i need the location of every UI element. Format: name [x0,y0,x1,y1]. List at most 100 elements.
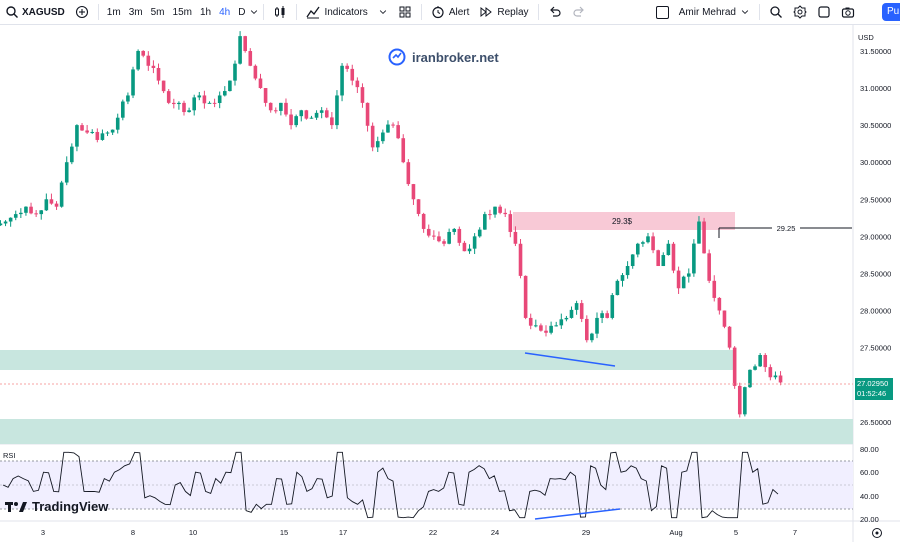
indicators-icon [306,6,320,19]
timeframe-3m[interactable]: 3m [128,6,143,18]
candle-body [299,110,304,117]
candle-body [712,280,717,298]
candle-body [126,95,130,102]
candle-body [447,231,451,244]
candle-body [121,101,125,118]
candle-body [85,130,89,133]
candle-body [732,347,737,386]
timeframe-1m[interactable]: 1m [106,6,121,18]
candle-body [416,199,421,214]
candle-body [630,254,635,267]
candle-body [579,303,584,319]
top-toolbar: XAGUSD 1m 3m 5m 15m 1h 4h D Indicators A… [0,0,900,25]
candle-body [778,375,783,383]
candle-body [488,214,492,216]
candle-body [615,280,620,296]
timeframe-D[interactable]: D [238,6,246,18]
rsi-line [2,451,779,519]
snapshot-button[interactable] [836,0,860,24]
candle-body [217,95,222,104]
candle-body [8,217,13,222]
candle-body [421,213,426,229]
candle-body [324,110,329,118]
candle-body [549,325,553,333]
symbol-name: XAGUSD [22,6,65,18]
layout-checkbox[interactable] [651,0,674,24]
toolbar-divider [296,4,298,20]
candle-body [309,117,314,119]
candle-body [75,125,79,147]
timeframe-1h[interactable]: 1h [199,6,212,18]
resistance-label: 29.25 [777,224,796,233]
fullscreen-button[interactable] [812,0,836,24]
quick-search-button[interactable] [764,0,788,24]
replay-label: Replay [497,6,529,18]
magnifier-icon [770,6,782,18]
candle-body [748,369,752,388]
candle-body [335,95,339,126]
timeframe-5m[interactable]: 5m [150,6,165,18]
candles-group [0,31,783,418]
candle-body [253,65,258,79]
candle-body [396,125,400,139]
candle-body [136,50,140,70]
time-axis-settings[interactable] [872,528,882,538]
rsi-label[interactable]: RSI [3,451,16,460]
settings-button[interactable] [788,0,812,24]
timeframe-15m[interactable]: 15m [172,6,192,18]
candle-body [24,206,28,213]
alert-button[interactable]: Alert [426,0,475,24]
replay-button[interactable]: Replay [474,0,533,24]
symbol-search[interactable]: XAGUSD [0,0,70,24]
rsi-axis-label: 20.00 [860,515,879,524]
candle-body [207,102,212,104]
candle-body [503,212,508,215]
candle-body [350,68,355,81]
candle-body [95,131,100,140]
candle-body [105,132,110,134]
chart-type-button[interactable] [268,0,292,24]
toolbar-divider [420,4,422,20]
chevron-down-icon[interactable] [249,7,259,17]
iranbroker-watermark: iranbroker.net [388,48,499,66]
candle-body [355,80,360,88]
candle-body [702,221,706,254]
candle-body [386,124,390,133]
candle-body [477,229,482,237]
time-axis-label: 17 [339,528,347,537]
candle-body [753,366,757,370]
candle-body [284,102,288,115]
supply-zone [513,212,735,230]
layouts-button[interactable] [393,0,417,24]
supply-zone-label: 29.3$ [612,217,633,226]
toolbar-divider [97,4,99,20]
indicators-dropdown[interactable] [373,0,393,24]
candle-body [707,253,711,281]
user-name: Amir Mehrad [678,6,736,18]
redo-button[interactable] [567,0,591,24]
user-menu[interactable]: Amir Mehrad [674,0,755,24]
timeframe-4h[interactable]: 4h [219,6,231,18]
plus-circle-icon [75,5,88,19]
currency-label[interactable]: USD [858,33,874,42]
candle-body [29,206,33,214]
candle-body [3,221,8,224]
replay-icon [480,6,493,18]
candle-body [238,36,242,64]
demand-zone-upper [0,350,735,370]
undo-button[interactable] [543,0,567,24]
candle-body [646,236,650,243]
publish-button[interactable]: Pu [882,3,900,21]
candle-body [212,102,217,104]
compare-button[interactable] [70,0,94,24]
candle-body [365,102,370,126]
candle-body [625,266,630,276]
indicators-button[interactable]: Indicators [301,0,372,24]
chart-area[interactable]: 29.3$ 29.25 31.50000 31.00000 30.50000 30.0… [0,25,900,542]
candle-body [442,241,446,244]
settings-gear-icon [872,528,882,538]
camera-icon [841,7,855,18]
candle-body [666,243,671,256]
candle-body [100,133,105,140]
candle-body [462,242,467,252]
